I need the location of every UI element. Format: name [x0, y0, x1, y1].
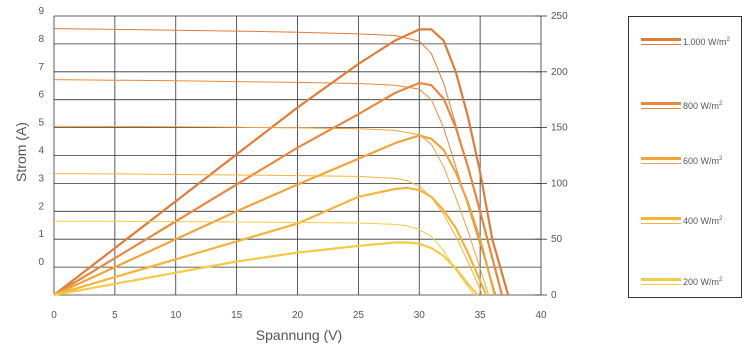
x-tick-label: 10: [170, 310, 182, 321]
x-tick-label: 15: [231, 310, 243, 321]
legend-item-3: 400 W/m2: [641, 215, 722, 227]
legend-swatch: [641, 37, 681, 47]
series-4-current-line: [53, 220, 475, 296]
x-tick-label: 35: [475, 310, 487, 321]
legend-label-text: 600 W/m: [683, 156, 720, 166]
legend-swatch: [641, 101, 681, 111]
y-left-tick-label: 7: [38, 62, 44, 73]
series-4-power-line: [53, 241, 479, 297]
series-3-power-line: [53, 186, 488, 297]
y-left-tick-label: 6: [38, 90, 44, 101]
y-left-tick-label: 1: [38, 229, 44, 240]
legend-label-text: 1.000 W/m: [683, 37, 727, 47]
series-0-power-line: [53, 28, 510, 296]
legend-swatch: [641, 156, 681, 166]
legend-label: 400 W/m2: [683, 216, 722, 226]
y-right-tick-label: 200: [551, 67, 568, 78]
y-right-tick-label: 150: [551, 123, 568, 134]
series-1-power-line: [53, 81, 504, 296]
axes: 0 5 10 15 20 25 30 35 40987654321025020015010050…: [38, 6, 568, 321]
legend-label: 600 W/m2: [683, 156, 722, 166]
y-left-tick-label: 3: [38, 173, 44, 184]
y-axis-title: Strom (A): [13, 122, 29, 182]
y-right-tick-label: 250: [551, 11, 568, 22]
x-tick-label: 40: [535, 310, 547, 321]
series-1-current-line: [53, 79, 497, 296]
x-tick-label: 30: [414, 310, 426, 321]
y-right-tick-label: 100: [551, 178, 568, 189]
legend-label-superscript: 2: [719, 156, 723, 162]
legend-item-1: 800 W/m2: [641, 100, 722, 112]
legend-swatch: [641, 216, 681, 226]
legend-label-text: 400 W/m: [683, 216, 720, 226]
legend-label: 800 W/m2: [683, 101, 722, 111]
legend-label-superscript: 2: [719, 101, 723, 107]
y-left-tick-label: 0: [38, 257, 44, 268]
y-left-tick-label: 8: [38, 34, 44, 45]
legend: 1.000 W/m2 800 W/m2 600 W/m2 400 W/m2 200 W/…: [628, 16, 742, 298]
y-left-tick-label: 9: [38, 6, 44, 17]
legend-label: 1.000 W/m2: [683, 37, 730, 47]
series-2-current-line: [53, 125, 490, 296]
legend-label-superscript: 2: [719, 216, 723, 222]
legend-label-superscript: 2: [719, 277, 723, 283]
x-tick-label: 5: [112, 310, 118, 321]
x-tick-label: 0: [51, 310, 57, 321]
series-2-power-line: [53, 134, 496, 297]
legend-label-superscript: 2: [726, 37, 730, 43]
x-axis-title: Spannung (V): [256, 327, 342, 343]
legend-item-2: 600 W/m2: [641, 155, 722, 167]
legend-label-text: 200 W/m: [683, 277, 720, 287]
legend-item-0: 1.000 W/m2: [641, 36, 730, 48]
legend-swatch: [641, 277, 681, 287]
y-left-tick-label: 2: [38, 201, 44, 212]
x-tick-label: 20: [292, 310, 304, 321]
series-3-current-line: [53, 173, 484, 296]
legend-label: 200 W/m2: [683, 277, 722, 287]
y-left-tick-label: 5: [38, 118, 44, 129]
y-left-tick-label: 4: [38, 146, 44, 157]
iv-chart: 0 5 10 15 20 25 30 35 40987654321025020015010050…: [13, 6, 568, 343]
legend-label-text: 800 W/m: [683, 101, 720, 111]
y-right-tick-label: 0: [551, 290, 557, 301]
y-right-tick-label: 50: [551, 234, 563, 245]
x-tick-label: 25: [353, 310, 365, 321]
legend-item-4: 200 W/m2: [641, 276, 722, 288]
series-layer: [53, 28, 510, 297]
